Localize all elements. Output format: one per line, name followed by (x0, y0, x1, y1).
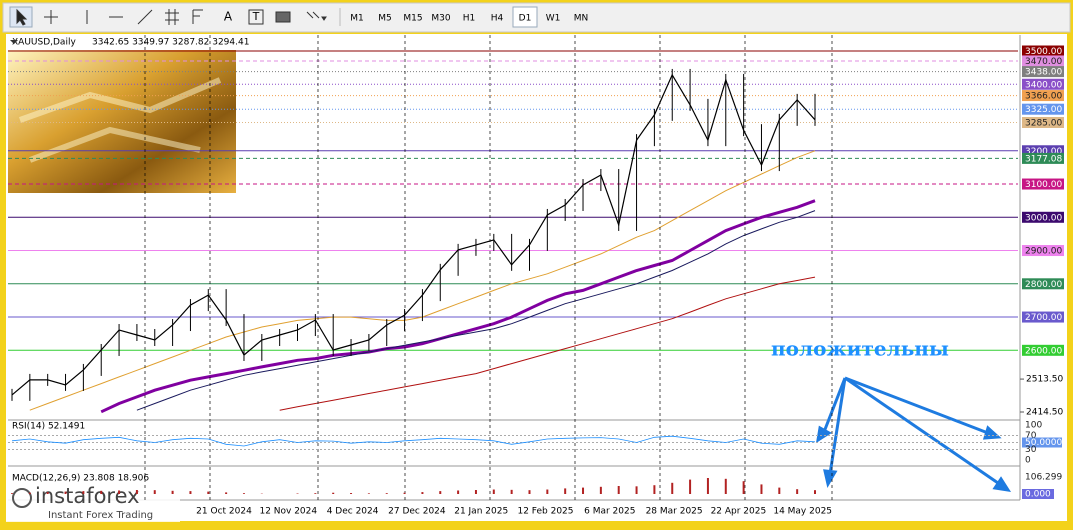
scale-label: 2414.50 (1026, 408, 1063, 418)
level-tag (1022, 103, 1064, 115)
date-label: 4 Dec 2024 (327, 507, 379, 517)
timeframe-button[interactable]: M15 (403, 14, 422, 24)
level-label: 3177.08 (1025, 154, 1062, 164)
text-tool[interactable]: A (224, 10, 233, 24)
date-label: 21 Oct 2024 (196, 507, 252, 517)
macd-tag (1022, 489, 1054, 499)
moving-average (100, 199, 816, 414)
level-label: 3470.00 (1025, 57, 1062, 67)
rsi-tick-label: 70 (1025, 431, 1037, 441)
rsi-tick-label: 50.0000 (1025, 438, 1062, 448)
text-label-tool[interactable]: T (252, 10, 260, 23)
macd-tick-label: 106.299 (1025, 473, 1062, 483)
level-tag (1022, 55, 1064, 67)
timeframe-button[interactable]: M30 (431, 14, 450, 24)
date-label: 14 May 2025 (773, 507, 832, 517)
scale-label: 2513.50 (1026, 375, 1063, 385)
toolbar-icons (9, 6, 341, 28)
price-line (11, 73, 816, 396)
rsi-tick-label: 30 (1025, 445, 1037, 455)
level-tag (1022, 245, 1064, 257)
date-label: 12 Nov 2024 (259, 507, 317, 517)
label-button[interactable] (275, 11, 291, 23)
level-label: 2800.00 (1025, 280, 1062, 290)
logo-tagline: Instant Forex Trading (48, 510, 153, 521)
text-label-tool-frame (248, 9, 264, 25)
rsi-label: RSI(14) 52.1491 (12, 422, 85, 432)
timeframe-button[interactable]: H1 (463, 14, 476, 24)
level-tag (1022, 178, 1064, 190)
rsi-tag (1022, 437, 1062, 448)
level-label: 3438.00 (1025, 68, 1062, 78)
timeframe-button[interactable]: M5 (378, 14, 392, 24)
level-label: 3200.00 (1025, 147, 1062, 157)
level-label: 2900.00 (1025, 247, 1062, 257)
trendline-button[interactable] (137, 9, 153, 25)
level-tag (1022, 45, 1064, 57)
timeframe-button[interactable]: D1 (519, 14, 532, 24)
annotation: положительны (771, 337, 949, 361)
level-tag (1022, 278, 1064, 290)
moving-average (279, 276, 816, 411)
macd-tick-label: 0.000 (1025, 490, 1051, 500)
crosshair-button[interactable] (44, 10, 58, 24)
date-label: 21 Jan 2025 (454, 507, 508, 517)
logo-box (6, 482, 180, 522)
level-label: 2600.00 (1025, 346, 1062, 356)
level-tag (1022, 152, 1064, 164)
ohlc: 3342.65 3349.97 3287.82 3294.41 (92, 38, 249, 48)
level-label: 3000.00 (1025, 213, 1062, 223)
channel-button[interactable] (165, 9, 179, 25)
logo-name: instaforex (35, 484, 140, 508)
date-label: 28 Mar 2025 (646, 507, 703, 517)
rsi-tick-label: 0 (1025, 456, 1031, 466)
rsi-line (11, 435, 816, 447)
level-label: 3366.00 (1025, 92, 1062, 102)
date-label: 27 Dec 2024 (388, 507, 446, 517)
level-tag (1022, 66, 1064, 78)
date-label: 6 Mar 2025 (584, 507, 635, 517)
fibo-button[interactable] (192, 9, 203, 24)
active-timeframe (512, 6, 538, 28)
timeframe-button[interactable]: MN (574, 14, 589, 24)
timeframe-button[interactable]: M1 (350, 14, 364, 24)
level-tag (1022, 117, 1064, 129)
level-label: 3500.00 (1025, 47, 1062, 57)
level-label: 3325.00 (1025, 105, 1062, 115)
level-tag (1022, 211, 1064, 223)
level-tag (1022, 344, 1064, 356)
level-label: 3400.00 (1025, 80, 1062, 90)
timeframe-button[interactable]: H4 (491, 14, 504, 24)
moving-average (136, 210, 816, 411)
date-label: 12 Feb 2025 (517, 507, 573, 517)
level-tag (1022, 78, 1064, 90)
macd-label: MACD(12,26,9) 23.808 18.906 (12, 474, 149, 484)
rsi-tick-label: 100 (1025, 421, 1042, 431)
gold-image (8, 50, 236, 193)
symbol: XAUUSD,Daily (12, 38, 76, 48)
price-plot (8, 50, 1018, 414)
timeframe-button[interactable]: W1 (546, 14, 561, 24)
level-label: 3285.00 (1025, 119, 1062, 129)
level-tag (1022, 311, 1064, 323)
level-tag (1022, 90, 1064, 102)
annotation-arrows (815, 376, 1012, 492)
level-label: 3100.00 (1025, 180, 1062, 190)
arrows-button[interactable] (306, 11, 327, 21)
date-label: 22 Apr 2025 (711, 507, 767, 517)
level-tag (1022, 145, 1064, 157)
level-label: 2700.00 (1025, 313, 1062, 323)
